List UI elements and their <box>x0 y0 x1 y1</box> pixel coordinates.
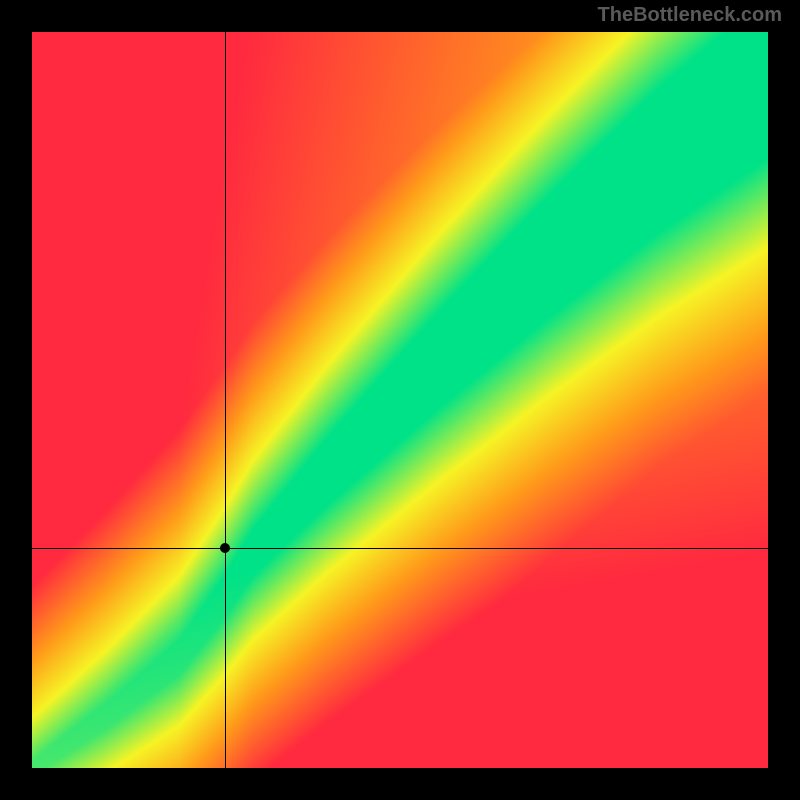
selected-point-marker <box>220 543 230 553</box>
crosshair-horizontal <box>32 548 768 549</box>
plot-area <box>32 32 768 768</box>
watermark-text: TheBottleneck.com <box>598 4 782 27</box>
crosshair-vertical <box>225 32 226 768</box>
heatmap-canvas <box>32 32 768 768</box>
